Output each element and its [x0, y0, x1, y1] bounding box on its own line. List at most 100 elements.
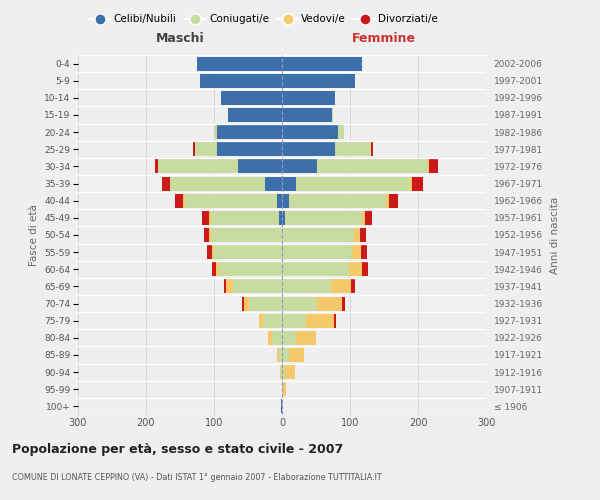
Bar [289, 348, 304, 362]
Bar [268, 331, 272, 345]
Bar [286, 211, 362, 225]
Bar [217, 142, 282, 156]
Bar [282, 228, 354, 242]
Bar [410, 176, 412, 190]
Bar [338, 125, 344, 139]
Bar [206, 245, 212, 259]
Bar [195, 142, 217, 156]
Bar [282, 245, 352, 259]
Bar [282, 280, 331, 293]
Bar [185, 194, 277, 207]
Bar [386, 194, 389, 207]
Bar [282, 262, 349, 276]
Bar [282, 331, 296, 345]
Bar [204, 228, 209, 242]
Bar [365, 211, 372, 225]
Bar [282, 296, 317, 310]
Bar [280, 365, 281, 379]
Bar [428, 160, 429, 173]
Bar [209, 211, 211, 225]
Bar [296, 176, 410, 190]
Bar [158, 160, 238, 173]
Bar [277, 194, 282, 207]
Bar [349, 262, 362, 276]
Bar [214, 245, 282, 259]
Bar [354, 228, 359, 242]
Bar [250, 296, 282, 310]
Bar [209, 228, 211, 242]
Bar [211, 211, 278, 225]
Bar [282, 348, 289, 362]
Bar [175, 194, 184, 207]
Bar [282, 314, 307, 328]
Bar [200, 74, 282, 88]
Bar [278, 348, 282, 362]
Bar [242, 296, 244, 310]
Text: Maschi: Maschi [155, 32, 205, 44]
Bar [282, 176, 296, 190]
Bar [224, 280, 226, 293]
Bar [226, 280, 233, 293]
Bar [429, 160, 438, 173]
Bar [216, 262, 220, 276]
Bar [282, 382, 283, 396]
Bar [282, 365, 286, 379]
Bar [286, 365, 295, 379]
Bar [332, 108, 333, 122]
Bar [335, 142, 371, 156]
Bar [212, 262, 216, 276]
Bar [317, 160, 428, 173]
Bar [412, 176, 423, 190]
Bar [331, 280, 352, 293]
Bar [227, 108, 282, 122]
Bar [371, 142, 373, 156]
Bar [296, 331, 316, 345]
Bar [155, 160, 158, 173]
Bar [278, 211, 282, 225]
Bar [342, 296, 344, 310]
Bar [202, 211, 209, 225]
Bar [282, 91, 335, 105]
Bar [307, 314, 334, 328]
Bar [220, 262, 282, 276]
Bar [282, 160, 317, 173]
Text: Femmine: Femmine [352, 32, 416, 44]
Bar [334, 314, 336, 328]
Bar [282, 108, 332, 122]
Bar [282, 142, 335, 156]
Bar [212, 245, 214, 259]
Bar [352, 245, 361, 259]
Bar [221, 91, 282, 105]
Bar [161, 176, 170, 190]
Bar [193, 142, 195, 156]
Y-axis label: Fasce di età: Fasce di età [29, 204, 38, 266]
Bar [359, 228, 365, 242]
Bar [352, 280, 355, 293]
Bar [211, 228, 282, 242]
Bar [289, 194, 386, 207]
Legend: Celibi/Nubili, Coniugati/e, Vedovi/e, Divorziati/e: Celibi/Nubili, Coniugati/e, Vedovi/e, Di… [86, 10, 442, 29]
Bar [389, 194, 398, 207]
Bar [361, 245, 367, 259]
Bar [362, 262, 368, 276]
Bar [170, 176, 265, 190]
Bar [272, 331, 282, 345]
Bar [282, 56, 362, 70]
Bar [214, 125, 217, 139]
Bar [217, 125, 282, 139]
Bar [244, 296, 250, 310]
Bar [317, 296, 342, 310]
Bar [184, 194, 185, 207]
Bar [281, 400, 282, 413]
Y-axis label: Anni di nascita: Anni di nascita [550, 196, 560, 274]
Bar [282, 211, 286, 225]
Bar [265, 176, 282, 190]
Bar [282, 74, 355, 88]
Bar [283, 382, 286, 396]
Bar [362, 211, 365, 225]
Bar [277, 348, 278, 362]
Bar [238, 160, 282, 173]
Bar [281, 365, 282, 379]
Text: Popolazione per età, sesso e stato civile - 2007: Popolazione per età, sesso e stato civil… [12, 442, 343, 456]
Bar [233, 280, 282, 293]
